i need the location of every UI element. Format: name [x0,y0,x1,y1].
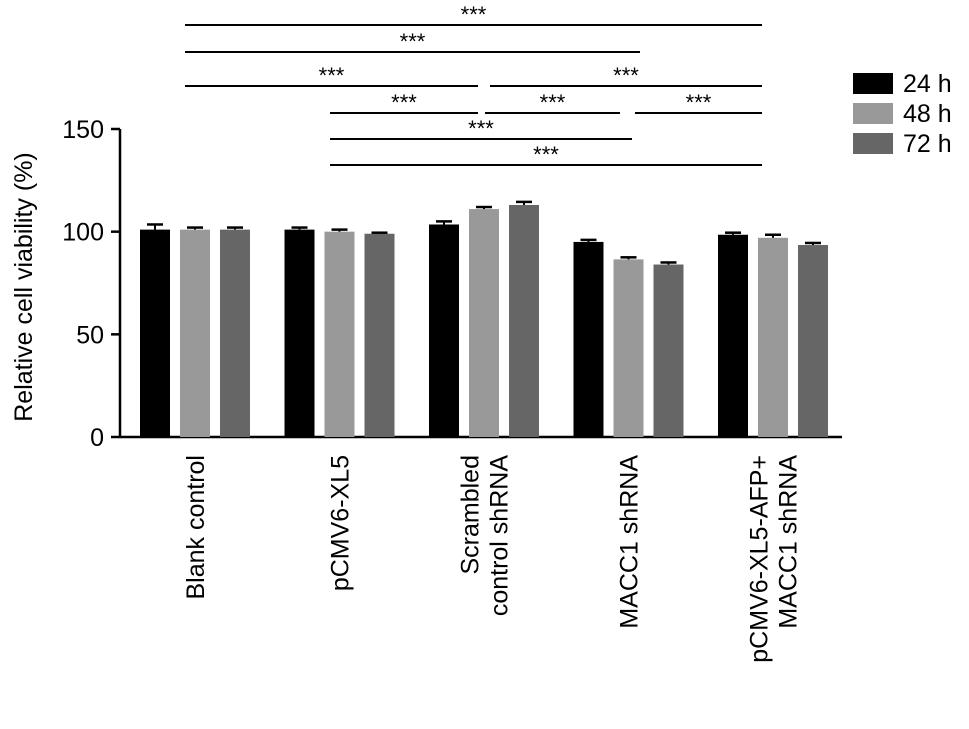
category-labels: Blank control pCMV6-XL5 Scrambled control s… [182,455,803,663]
category-label: pCMV6-XL5 [327,455,355,591]
bar [284,229,315,437]
bar [220,229,250,437]
bar [613,259,644,437]
significance-label: *** [391,90,417,115]
bar [429,224,459,437]
bar [509,204,539,437]
significance-brackets: *** *** *** *** *** *** *** *** *** [185,2,762,167]
y-tick-label: 0 [90,424,104,452]
legend-swatch [853,103,893,124]
bar [653,264,684,437]
significance-label: *** [533,142,559,167]
bar [758,237,788,437]
y-tick-label: 50 [76,321,104,349]
bar [364,233,395,437]
bar [180,229,210,437]
legend-swatch [853,133,893,154]
significance-label: *** [686,90,712,115]
bar [324,231,355,437]
legend-swatch [853,73,893,94]
y-axis-label: Relative cell viability (%) [10,152,38,422]
bar [573,241,604,437]
error-bars [147,200,821,265]
bars [140,204,828,437]
y-tick-label: 100 [62,219,104,247]
bar [798,245,828,437]
significance-label: *** [540,90,566,115]
category-label: pCMV6-XL5-AFP+ [746,455,774,663]
significance-label: *** [319,63,345,88]
significance-label: *** [468,116,494,141]
legend: 24 h48 h72 h [853,70,952,158]
category-label: MACC1 shRNA [616,455,644,629]
category-label: control shRNA [486,455,514,616]
legend-label: 48 h [903,100,952,128]
category-label: Blank control [182,455,210,600]
bar [140,229,170,437]
significance-label: *** [461,2,487,27]
legend-label: 24 h [903,70,952,98]
category-label: MACC1 shRNA [775,455,803,629]
bar [469,209,499,437]
category-label: Scrambled [457,455,485,575]
legend-label: 72 h [903,130,952,158]
significance-label: *** [400,29,426,54]
bar [718,234,748,437]
significance-label: *** [613,63,639,88]
y-tick-label: 150 [62,116,104,144]
